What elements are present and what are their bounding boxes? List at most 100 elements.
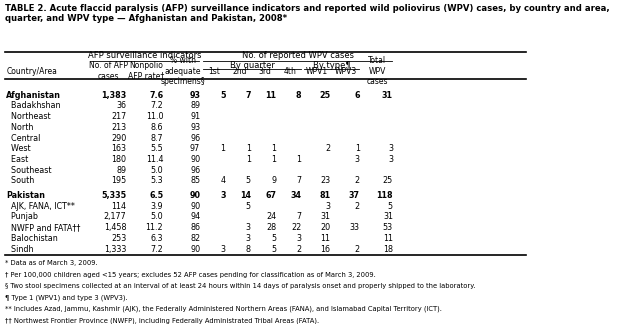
Text: No. of AFP
cases: No. of AFP cases (88, 61, 128, 81)
Text: 5.0: 5.0 (151, 166, 163, 175)
Text: 1: 1 (297, 155, 302, 164)
Text: 5,335: 5,335 (101, 191, 126, 200)
Text: 5: 5 (271, 245, 276, 254)
Text: 195: 195 (111, 177, 126, 185)
Text: 253: 253 (111, 234, 126, 243)
Text: No. of reported WPV cases: No. of reported WPV cases (242, 51, 354, 60)
Text: 8.6: 8.6 (151, 123, 163, 132)
Text: 7.2: 7.2 (151, 245, 163, 254)
Text: East: East (6, 155, 29, 164)
Text: 1: 1 (246, 144, 251, 153)
Text: 3: 3 (221, 245, 226, 254)
Text: 6.5: 6.5 (149, 191, 163, 200)
Text: Central: Central (6, 133, 41, 143)
Text: 3: 3 (220, 191, 226, 200)
Text: 290: 290 (111, 133, 126, 143)
Text: 11: 11 (383, 234, 393, 243)
Text: 89: 89 (190, 101, 200, 110)
Text: Sindh: Sindh (6, 245, 34, 254)
Text: 97: 97 (190, 144, 200, 153)
Text: 28: 28 (266, 223, 276, 232)
Text: 20: 20 (320, 223, 331, 232)
Text: 7: 7 (297, 212, 302, 221)
Text: 90: 90 (189, 191, 200, 200)
Text: 7: 7 (246, 91, 251, 100)
Text: 8.7: 8.7 (151, 133, 163, 143)
Text: 31: 31 (382, 91, 393, 100)
Text: 180: 180 (112, 155, 126, 164)
Text: 5.5: 5.5 (151, 144, 163, 153)
Text: 91: 91 (190, 112, 200, 121)
Text: 3: 3 (388, 155, 393, 164)
Text: 2: 2 (354, 202, 360, 211)
Text: 1,383: 1,383 (101, 91, 126, 100)
Text: 1st: 1st (208, 66, 220, 75)
Text: South: South (6, 177, 35, 185)
Text: 93: 93 (189, 91, 200, 100)
Text: 96: 96 (190, 166, 200, 175)
Text: 23: 23 (320, 177, 331, 185)
Text: 3: 3 (246, 223, 251, 232)
Text: 3: 3 (326, 202, 331, 211)
Text: 4: 4 (221, 177, 226, 185)
Text: Northeast: Northeast (6, 112, 51, 121)
Text: 2: 2 (297, 245, 302, 254)
Text: 5: 5 (271, 234, 276, 243)
Text: 11: 11 (320, 234, 331, 243)
Text: 14: 14 (240, 191, 251, 200)
Text: 6.3: 6.3 (151, 234, 163, 243)
Text: By quarter: By quarter (229, 61, 274, 70)
Text: * Data as of March 3, 2009.: * Data as of March 3, 2009. (5, 260, 98, 266)
Text: Southeast: Southeast (6, 166, 52, 175)
Text: 90: 90 (190, 202, 200, 211)
Text: 213: 213 (111, 123, 126, 132)
Text: Country/Area: Country/Area (6, 66, 57, 75)
Text: North: North (6, 123, 34, 132)
Text: 34: 34 (290, 191, 302, 200)
Text: 86: 86 (190, 223, 200, 232)
Text: AJK, FANA, ICT**: AJK, FANA, ICT** (6, 202, 75, 211)
Text: 53: 53 (383, 223, 393, 232)
Text: AFP surveillance indicators: AFP surveillance indicators (88, 51, 202, 60)
Text: 3.9: 3.9 (151, 202, 163, 211)
Text: 4th: 4th (283, 66, 296, 75)
Text: Pakistan: Pakistan (6, 191, 46, 200)
Text: 1: 1 (246, 155, 251, 164)
Text: 8: 8 (296, 91, 302, 100)
Text: 1: 1 (271, 144, 276, 153)
Text: 96: 96 (190, 133, 200, 143)
Text: 22: 22 (292, 223, 302, 232)
Text: 89: 89 (116, 166, 126, 175)
Text: Nonpolio
AFP rate†: Nonpolio AFP rate† (128, 61, 164, 81)
Text: ** Includes Azad, Jammu, Kashmir (AJK), the Federally Administered Northern Area: ** Includes Azad, Jammu, Kashmir (AJK), … (5, 306, 442, 312)
Text: TABLE 2. Acute flaccid paralysis (AFP) surveillance indicators and reported wild: TABLE 2. Acute flaccid paralysis (AFP) s… (5, 4, 610, 23)
Text: 11: 11 (265, 91, 276, 100)
Text: 3: 3 (354, 155, 360, 164)
Text: Afghanistan: Afghanistan (6, 91, 62, 100)
Text: 1,458: 1,458 (104, 223, 126, 232)
Text: 90: 90 (190, 245, 200, 254)
Text: 9: 9 (271, 177, 276, 185)
Text: 2: 2 (354, 177, 360, 185)
Text: 31: 31 (383, 212, 393, 221)
Text: 217: 217 (111, 112, 126, 121)
Text: ¶ Type 1 (WPV1) and type 3 (WPV3).: ¶ Type 1 (WPV1) and type 3 (WPV3). (5, 295, 128, 301)
Text: WPV1: WPV1 (306, 66, 328, 75)
Text: By type¶: By type¶ (313, 61, 351, 70)
Text: 85: 85 (190, 177, 200, 185)
Text: 1,333: 1,333 (104, 245, 126, 254)
Text: 6: 6 (354, 91, 360, 100)
Text: 118: 118 (376, 191, 393, 200)
Text: 5.3: 5.3 (151, 177, 163, 185)
Text: § Two stool specimens collected at an interval of at least 24 hours within 14 da: § Two stool specimens collected at an in… (5, 283, 476, 289)
Text: 1: 1 (354, 144, 360, 153)
Text: 8: 8 (246, 245, 251, 254)
Text: 2,177: 2,177 (103, 212, 126, 221)
Text: 5: 5 (246, 177, 251, 185)
Text: 2nd: 2nd (232, 66, 247, 75)
Text: 33: 33 (350, 223, 360, 232)
Text: 37: 37 (349, 191, 360, 200)
Text: 5: 5 (220, 91, 226, 100)
Text: 11.2: 11.2 (146, 223, 163, 232)
Text: 3: 3 (246, 234, 251, 243)
